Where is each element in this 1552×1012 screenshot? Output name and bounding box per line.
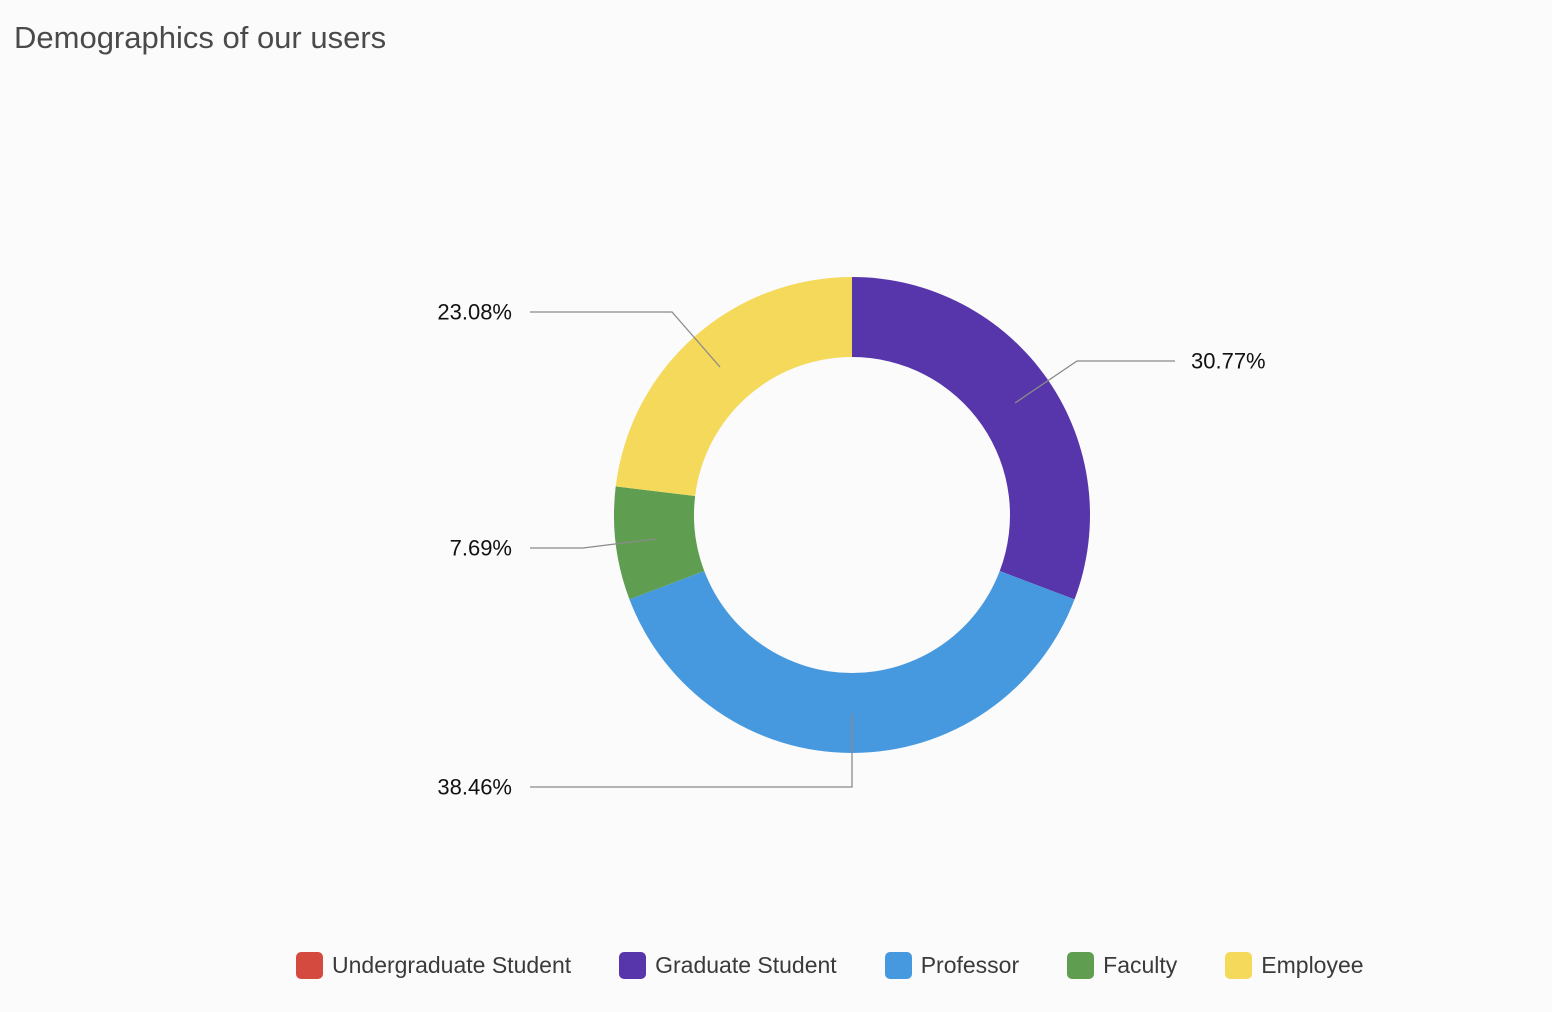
leader-line-professor	[530, 713, 853, 788]
legend-item-faculty[interactable]: Faculty	[1067, 952, 1177, 979]
leader-line-faculty	[530, 538, 656, 549]
legend-swatch	[884, 952, 912, 979]
legend-item-undergraduate-student[interactable]: Undergraduate Student	[296, 952, 571, 979]
data-label-professor: 38.46%	[437, 775, 512, 800]
data-label-faculty: 7.69%	[450, 536, 512, 561]
data-label-graduate-student: 30.77%	[1191, 349, 1266, 374]
slice-professor[interactable]	[629, 571, 1075, 753]
legend-swatch	[1067, 952, 1095, 979]
chart-title: Demographics of our users	[14, 20, 387, 55]
legend-swatch	[619, 952, 647, 979]
legend: Undergraduate Student Graduate Student P…	[296, 952, 1364, 979]
legend-label: Graduate Student	[655, 952, 837, 978]
slice-faculty[interactable]	[614, 486, 705, 600]
slice-graduate-student[interactable]	[852, 277, 1091, 600]
leader-line-graduate-student	[1014, 360, 1175, 404]
legend-item-graduate-student[interactable]: Graduate Student	[619, 952, 837, 979]
data-label-employee: 23.08%	[437, 300, 512, 325]
slice-employee[interactable]	[615, 277, 852, 496]
legend-label: Undergraduate Student	[332, 952, 572, 978]
leader-line-employee	[530, 311, 721, 368]
legend-item-employee[interactable]: Employee	[1225, 952, 1364, 979]
legend-label: Faculty	[1103, 952, 1178, 978]
legend-label: Professor	[920, 952, 1020, 978]
legend-item-professor[interactable]: Professor	[884, 952, 1020, 979]
legend-swatch	[1225, 952, 1253, 979]
legend-label: Employee	[1261, 952, 1364, 978]
legend-swatch	[296, 952, 323, 979]
